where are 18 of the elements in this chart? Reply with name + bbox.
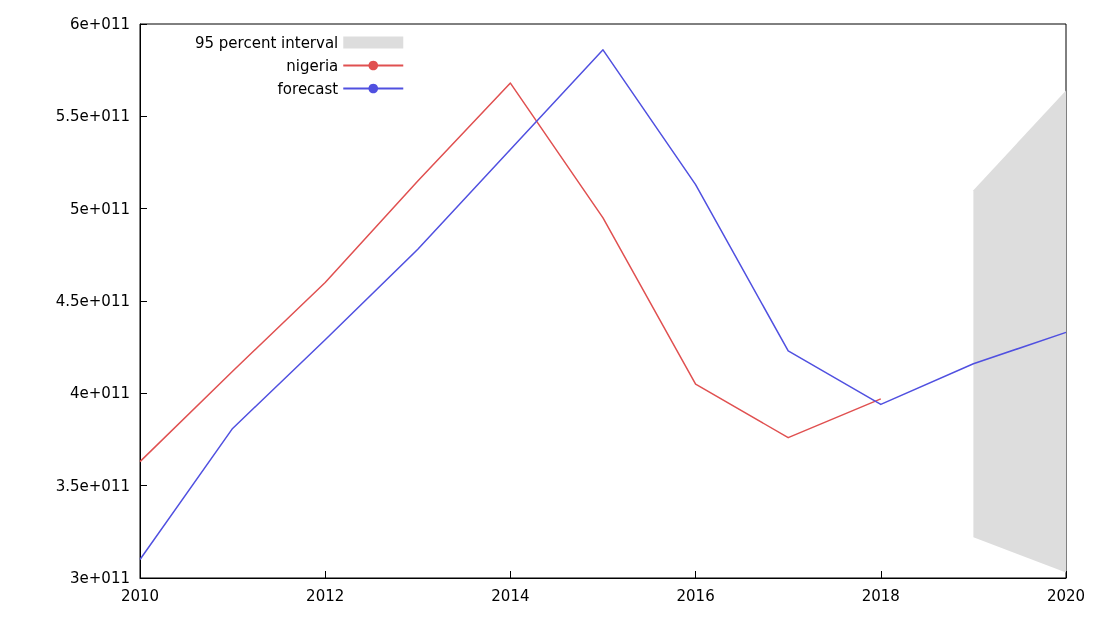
y-tick-label: 6e+011: [70, 15, 130, 33]
legend-label: nigeria: [286, 56, 339, 75]
x-tick-label: 2014: [491, 586, 530, 605]
x-tick-label: 2020: [1046, 586, 1086, 605]
x-tick-label: 2018: [861, 586, 900, 605]
y-tick-label: 4e+011: [70, 384, 130, 403]
legend-label: 95 percent interval: [195, 33, 339, 52]
y-tick-label: 4.5e+011: [55, 292, 130, 310]
line-series: [139, 49, 1067, 561]
x-tick-label: 2010: [120, 586, 160, 605]
y-tick-label: 3e+011: [70, 569, 130, 587]
y-tick-label: 3.5e+011: [55, 476, 130, 495]
y-tick-label: 5e+011: [70, 199, 130, 218]
y-tick-label: 5.5e+011: [55, 107, 130, 126]
legend-label: forecast: [277, 79, 339, 98]
x-tick-label: 2016: [676, 586, 715, 605]
line-series: [139, 82, 882, 463]
x-tick-label: 2012: [306, 586, 345, 605]
